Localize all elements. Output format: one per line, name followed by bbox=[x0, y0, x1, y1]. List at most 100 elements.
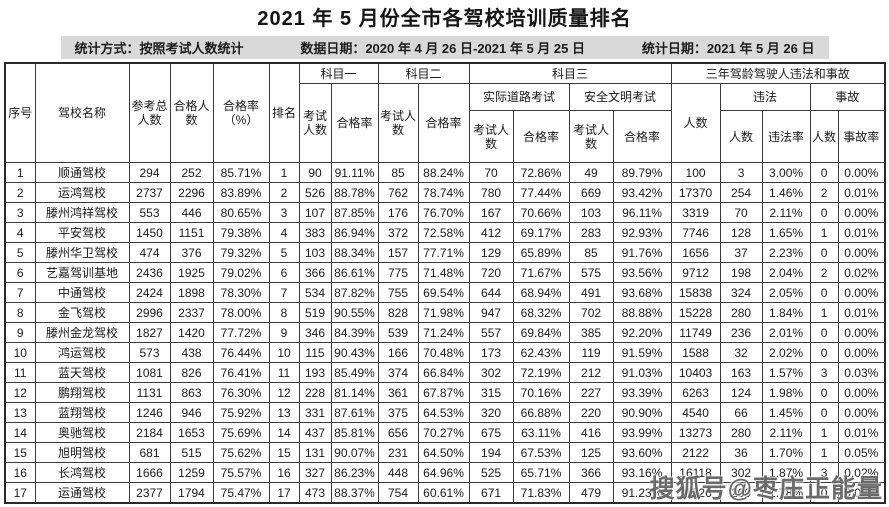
cell-violation-rate: 2.04% bbox=[761, 262, 811, 283]
cell-total-examinees: 474 bbox=[128, 242, 171, 263]
cell-accident-count: 2 bbox=[809, 182, 839, 203]
cell-total-examinees: 2424 bbox=[128, 282, 171, 303]
cell-driver-count: 1588 bbox=[670, 342, 721, 363]
cell-driver-count: 1656 bbox=[670, 242, 721, 263]
cell-passed-count: 826 bbox=[169, 362, 214, 383]
cell-s3-safety-pass-rate: 93.42% bbox=[612, 182, 672, 203]
cell-violation-count: 209 bbox=[719, 482, 763, 504]
cell-s3-road-exam-count: 675 bbox=[468, 422, 514, 443]
cell-s1-exam-count: 437 bbox=[298, 422, 332, 443]
table-row: 10 鸿运驾校 573 438 76.44% 10 115 90.43% 166 70.48% 17… bbox=[4, 342, 886, 363]
cell-s2-exam-count: 231 bbox=[377, 442, 419, 463]
table-row: 13 蓝翔驾校 1246 946 75.92% 13 331 87.61% 375 64.53% 3… bbox=[4, 402, 886, 423]
cell-s3-safety-exam-count: 491 bbox=[568, 282, 614, 303]
cell-driver-count: 15228 bbox=[670, 302, 721, 323]
cell-seq: 8 bbox=[4, 302, 36, 323]
cell-rank: 15 bbox=[268, 442, 300, 463]
col-header-safety-pass-rate: 合格率 bbox=[612, 110, 672, 163]
col-header-driver-count: 人数 bbox=[670, 83, 721, 163]
group-header-three-year: 三年驾龄驾驶人违法和事故 bbox=[670, 62, 886, 84]
cell-pass-rate: 75.57% bbox=[212, 462, 270, 483]
cell-seq: 4 bbox=[4, 222, 36, 243]
cell-s2-pass-rate: 66.84% bbox=[417, 362, 470, 383]
cell-passed-count: 1925 bbox=[169, 262, 214, 283]
cell-school-name: 旭明驾校 bbox=[34, 442, 130, 463]
cell-s2-exam-count: 828 bbox=[377, 302, 419, 323]
cell-s2-exam-count: 374 bbox=[377, 362, 419, 383]
cell-s3-safety-exam-count: 669 bbox=[568, 182, 614, 203]
cell-s1-exam-count: 473 bbox=[298, 482, 332, 504]
cell-violation-rate: 2.02% bbox=[761, 342, 811, 363]
cell-violation-rate: 1.84% bbox=[761, 302, 811, 323]
cell-accident-rate: 0.00% bbox=[837, 202, 886, 223]
cell-accident-count: 3 bbox=[809, 462, 839, 483]
cell-s2-exam-count: 762 bbox=[377, 182, 419, 203]
cell-driver-count: 100 bbox=[670, 162, 721, 183]
cell-accident-count: 0 bbox=[809, 282, 839, 303]
group-header-subject3: 科目三 bbox=[468, 62, 672, 84]
cell-passed-count: 1794 bbox=[169, 482, 214, 504]
cell-accident-count: 3 bbox=[809, 362, 839, 383]
cell-school-name: 艺嘉驾训基地 bbox=[34, 262, 130, 283]
cell-s3-safety-pass-rate: 90.90% bbox=[612, 402, 672, 423]
cell-pass-rate: 79.32% bbox=[212, 242, 270, 263]
cell-rank: 1 bbox=[268, 162, 300, 183]
cell-s3-safety-pass-rate: 92.20% bbox=[612, 322, 672, 343]
col-header-rank: 排名 bbox=[268, 62, 300, 163]
cell-s1-exam-count: 107 bbox=[298, 202, 332, 223]
cell-rank: 6 bbox=[268, 262, 300, 283]
cell-driver-count: 15838 bbox=[670, 282, 721, 303]
cell-violation-count: 254 bbox=[719, 182, 763, 203]
cell-total-examinees: 553 bbox=[128, 202, 171, 223]
cell-s3-road-pass-rate: 72.19% bbox=[512, 362, 570, 383]
cell-s3-road-pass-rate: 68.32% bbox=[512, 302, 570, 323]
table-row: 7 中通驾校 2424 1898 78.30% 7 534 87.82% 755 69.54% 64… bbox=[4, 282, 886, 303]
cell-pass-rate: 76.41% bbox=[212, 362, 270, 383]
cell-violation-count: 70 bbox=[719, 202, 763, 223]
cell-s3-safety-pass-rate: 93.16% bbox=[612, 462, 672, 483]
cell-s2-pass-rate: 64.96% bbox=[417, 462, 470, 483]
cell-total-examinees: 2436 bbox=[128, 262, 171, 283]
cell-violation-count: 3 bbox=[719, 162, 763, 183]
cell-pass-rate: 78.30% bbox=[212, 282, 270, 303]
cell-pass-rate: 76.44% bbox=[212, 342, 270, 363]
cell-school-name: 滕州鸿祥驾校 bbox=[34, 202, 130, 223]
col-header-pass-rate-pct: 合格率（%） bbox=[212, 62, 270, 163]
col-header-s1-exam-count: 考试人数 bbox=[298, 83, 332, 163]
cell-accident-rate: 0.01% bbox=[837, 302, 886, 323]
cell-rank: 13 bbox=[268, 402, 300, 423]
cell-s3-road-pass-rate: 66.88% bbox=[512, 402, 570, 423]
cell-passed-count: 1259 bbox=[169, 462, 214, 483]
table-row: 9 滕州金龙驾校 1827 1420 77.72% 9 346 84.39% 539 71.24%… bbox=[4, 322, 886, 343]
cell-total-examinees: 1131 bbox=[128, 382, 171, 403]
cell-violation-rate: 1.65% bbox=[761, 222, 811, 243]
cell-violation-count: 32 bbox=[719, 342, 763, 363]
cell-s2-pass-rate: 64.50% bbox=[417, 442, 470, 463]
cell-s3-safety-exam-count: 366 bbox=[568, 462, 614, 483]
cell-driver-count: 13273 bbox=[670, 422, 721, 443]
cell-driver-count: 10403 bbox=[670, 362, 721, 383]
cell-rank: 7 bbox=[268, 282, 300, 303]
cell-rank: 5 bbox=[268, 242, 300, 263]
cell-s2-pass-rate: 71.98% bbox=[417, 302, 470, 323]
cell-total-examinees: 681 bbox=[128, 442, 171, 463]
cell-s1-exam-count: 228 bbox=[298, 382, 332, 403]
cell-s1-pass-rate: 90.07% bbox=[330, 442, 379, 463]
col-header-violation-rate: 违法率 bbox=[761, 110, 811, 163]
cell-accident-count: 0 bbox=[809, 402, 839, 423]
cell-accident-rate: 0.00% bbox=[837, 482, 886, 504]
cell-pass-rate: 79.02% bbox=[212, 262, 270, 283]
cell-s1-exam-count: 383 bbox=[298, 222, 332, 243]
cell-s1-pass-rate: 90.55% bbox=[330, 302, 379, 323]
cell-s3-safety-pass-rate: 93.60% bbox=[612, 442, 672, 463]
cell-total-examinees: 2737 bbox=[128, 182, 171, 203]
cell-s3-safety-exam-count: 119 bbox=[568, 342, 614, 363]
cell-s2-exam-count: 176 bbox=[377, 202, 419, 223]
cell-s2-exam-count: 656 bbox=[377, 422, 419, 443]
cell-violation-count: 302 bbox=[719, 462, 763, 483]
cell-passed-count: 946 bbox=[169, 402, 214, 423]
table-row: 17 运通驾校 2377 1794 75.47% 17 473 88.37% 754 60.61%… bbox=[4, 482, 886, 504]
group-header-safety-test: 安全文明考试 bbox=[568, 83, 672, 111]
cell-s2-exam-count: 375 bbox=[377, 402, 419, 423]
cell-violation-rate: 2.23% bbox=[761, 242, 811, 263]
